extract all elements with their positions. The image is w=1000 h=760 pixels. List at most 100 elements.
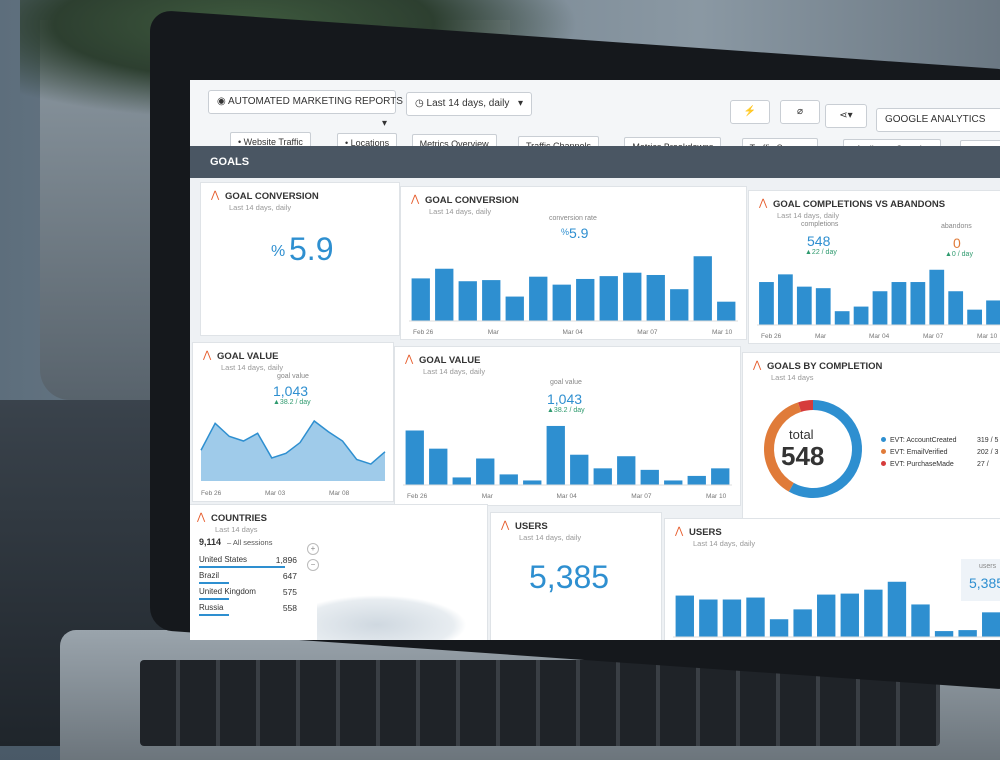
link-off-button[interactable]: ⌀	[780, 100, 820, 124]
bar[interactable]	[793, 609, 811, 637]
bar[interactable]	[986, 300, 1000, 325]
donut-total-value: 548	[781, 441, 824, 472]
zoom-in-button[interactable]: +	[307, 543, 319, 555]
bar[interactable]	[429, 449, 447, 485]
chevron-down-icon: ▾	[382, 113, 387, 135]
bar[interactable]	[835, 311, 850, 325]
world-map[interactable]	[317, 595, 467, 640]
plug-button[interactable]: ⚡	[730, 100, 770, 124]
bar[interactable]	[967, 310, 982, 325]
bar[interactable]	[910, 282, 925, 325]
zoom-out-button[interactable]: −	[307, 559, 319, 571]
x-tick-label: Mar 07	[923, 333, 944, 340]
share-button[interactable]: ⋖▾	[825, 104, 867, 128]
bar[interactable]	[892, 282, 907, 325]
bar[interactable]	[594, 468, 612, 485]
goal-conversion-chart-card: ⋀ GOAL CONVERSION Last 14 days, daily co…	[400, 186, 747, 340]
trend-icon: ⋀	[211, 191, 223, 201]
bar[interactable]	[664, 480, 682, 485]
bar[interactable]	[717, 302, 735, 321]
goal-value-chart-card: ⋀ GOAL VALUE Last 14 days, daily goal va…	[394, 346, 741, 506]
source-label: GOOGLE ANALYTICS	[885, 114, 985, 125]
bar[interactable]	[759, 282, 774, 325]
bar[interactable]	[841, 594, 859, 637]
bar[interactable]	[770, 619, 788, 637]
bar[interactable]	[888, 582, 906, 637]
completions-vs-abandons-card: ⋀ GOAL COMPLETIONS VS ABANDONS Last 14 d…	[748, 190, 1000, 344]
country-sessions: 1,896	[273, 555, 297, 565]
bar[interactable]	[929, 270, 944, 325]
bar[interactable]	[670, 289, 688, 321]
bar[interactable]	[746, 598, 764, 637]
bar[interactable]	[873, 291, 888, 325]
bar[interactable]	[412, 278, 430, 321]
bar[interactable]	[553, 285, 571, 321]
bar[interactable]	[723, 600, 741, 637]
bar[interactable]	[816, 288, 831, 325]
donut-slice[interactable]	[800, 405, 813, 407]
bar[interactable]	[817, 595, 835, 637]
bar[interactable]	[600, 276, 618, 321]
country-sessions: 575	[273, 587, 297, 597]
unit-label: %	[561, 227, 569, 237]
bar[interactable]	[982, 612, 1000, 637]
bar[interactable]	[958, 630, 976, 637]
bar[interactable]	[570, 455, 588, 485]
completions-change: ▲22 / day	[805, 249, 837, 256]
trend-icon: ⋀	[411, 195, 423, 205]
bar[interactable]	[453, 477, 471, 485]
bar[interactable]	[778, 274, 793, 325]
bar[interactable]	[676, 596, 694, 637]
card-title: GOALS BY COMPLETION	[767, 361, 882, 372]
legend-value: 319 / 5	[977, 437, 998, 444]
x-tick-label: Mar	[482, 493, 494, 500]
trend-icon: ⋀	[203, 351, 215, 361]
card-subtitle: Last 14 days, daily	[519, 533, 581, 542]
bar[interactable]	[529, 277, 547, 321]
bar[interactable]	[435, 269, 453, 321]
bar[interactable]	[935, 631, 953, 637]
bar[interactable]	[911, 604, 929, 637]
bar[interactable]	[797, 287, 812, 325]
bar[interactable]	[406, 430, 424, 485]
bar[interactable]	[711, 468, 729, 485]
report-selector[interactable]: ◉ AUTOMATED MARKETING REPORTS ▾	[208, 90, 396, 114]
card-title: GOAL VALUE	[217, 351, 278, 362]
bar[interactable]	[523, 480, 541, 485]
users-kpi-card: ⋀ USERS Last 14 days, daily 5,385	[490, 512, 662, 640]
legend-value: 27 /	[977, 461, 989, 468]
x-tick-label: Mar 03	[265, 490, 286, 497]
bar[interactable]	[547, 426, 565, 485]
bar[interactable]	[694, 256, 712, 321]
bar[interactable]	[459, 281, 477, 321]
report-name: AUTOMATED MARKETING REPORTS	[228, 96, 403, 107]
bar[interactable]	[948, 291, 963, 325]
goals-by-completion-card: ⋀ GOALS BY COMPLETION Last 14 days total…	[742, 352, 1000, 522]
card-subtitle: Last 14 days, daily	[429, 207, 491, 216]
source-selector[interactable]: GOOGLE ANALYTICS ▾	[876, 108, 1000, 132]
x-tick-label: Mar 10	[712, 329, 733, 336]
completions-value: 548	[807, 233, 830, 249]
bar[interactable]	[864, 590, 882, 637]
bar[interactable]	[617, 456, 635, 485]
date-range-selector[interactable]: ◷ Last 14 days, daily ▾	[406, 92, 532, 116]
metric-label: users	[979, 563, 996, 570]
bar[interactable]	[482, 280, 500, 321]
bar[interactable]	[623, 273, 641, 321]
clock-icon: ◷	[415, 98, 427, 109]
bar[interactable]	[641, 470, 659, 485]
bar[interactable]	[576, 279, 594, 321]
x-tick-label: Mar	[815, 333, 827, 340]
bar[interactable]	[647, 275, 665, 321]
bar[interactable]	[688, 476, 706, 485]
bar[interactable]	[476, 459, 494, 485]
bar[interactable]	[854, 307, 869, 325]
metric-label: conversion rate	[549, 215, 597, 222]
bar[interactable]	[506, 297, 524, 321]
bar[interactable]	[500, 474, 518, 485]
bar[interactable]	[699, 600, 717, 637]
